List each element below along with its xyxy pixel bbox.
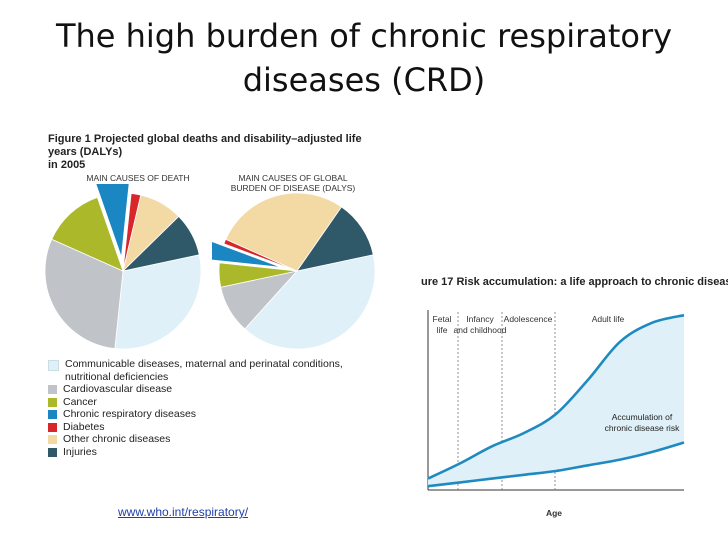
pie-chart-dalys: 4% [212, 192, 376, 350]
legend-swatch [48, 397, 57, 407]
figure1-title-line2: in 2005 [48, 159, 86, 171]
figure1-title: Figure 1 Projected global deaths and dis… [48, 133, 388, 172]
pie-slice [95, 184, 130, 258]
legend-label: Cardiovascular disease [63, 383, 173, 395]
pie-chart-deaths: 7% [44, 184, 202, 350]
annotation-text: chronic disease risk [605, 423, 680, 433]
legend-label: Communicable diseases, maternal and peri… [65, 358, 343, 383]
legend-item: Chronic respiratory diseases [48, 408, 368, 421]
legend-label: Cancer [63, 395, 97, 408]
legend-label: Diabetes [63, 420, 105, 433]
stage-label: and childhood [454, 325, 507, 335]
slide-title-line1: The high burden of chronic respiratory [55, 17, 673, 55]
pie-slice [296, 206, 374, 272]
legend-swatch [48, 360, 59, 371]
figure1-legend: Communicable diseases, maternal and peri… [48, 358, 368, 458]
stage-label: Fetal [433, 314, 452, 324]
legend-swatch [48, 447, 57, 457]
legend-swatch [48, 410, 57, 419]
slide-title: The high burden of chronic respiratory d… [20, 14, 708, 102]
pie-slice [225, 192, 343, 272]
legend-item: Cancer [48, 396, 368, 409]
legend-item: Diabetes [48, 421, 368, 434]
stage-label: Infancy [466, 314, 494, 324]
x-axis-label: Age [546, 508, 562, 518]
slide-title-line2: diseases (CRD) [242, 61, 486, 99]
stage-label: Adolescence [504, 314, 553, 324]
figure17-title: ure 17 Risk accumulation: a life approac… [421, 276, 728, 288]
pie-slice [212, 241, 282, 268]
legend-item: Cardiovascular disease [48, 383, 368, 396]
pie-slice [218, 262, 298, 288]
legend-item: Injuries [48, 446, 368, 459]
pie-right-caption-line1: MAIN CAUSES OF GLOBAL [238, 173, 348, 183]
figure1-title-line1: Figure 1 Projected global deaths and dis… [48, 133, 362, 158]
pie-slice [44, 238, 124, 350]
pie-slice [114, 254, 202, 350]
stage-label: Adult life [592, 314, 625, 324]
legend-swatch [48, 385, 57, 394]
pie-left-caption: MAIN CAUSES OF DEATH [86, 173, 190, 183]
legend-swatch [48, 422, 57, 432]
pie-right-caption: MAIN CAUSES OF GLOBAL BURDEN OF DISEASE … [228, 173, 358, 193]
pie-slice [121, 215, 200, 272]
who-respiratory-link[interactable]: www.who.int/respiratory/ [118, 505, 249, 519]
legend-item: Other chronic diseases [48, 433, 368, 446]
legend-label: Chronic respiratory diseases [63, 408, 197, 420]
legend-label: Other chronic diseases [63, 433, 171, 445]
legend-item: Communicable diseases, maternal and peri… [48, 358, 368, 383]
pie-slice [51, 196, 124, 272]
risk-area [428, 315, 684, 487]
pie-slice [244, 254, 376, 350]
pie-right-caption-line2: BURDEN OF DISEASE (DALYS) [230, 183, 356, 193]
stage-label: life [437, 325, 448, 335]
legend-label: Injuries [63, 445, 97, 458]
upper-risk-line [427, 313, 685, 480]
lower-risk-line [427, 441, 685, 488]
legend-swatch [48, 435, 57, 444]
annotation-text: Accumulation of [612, 412, 673, 422]
